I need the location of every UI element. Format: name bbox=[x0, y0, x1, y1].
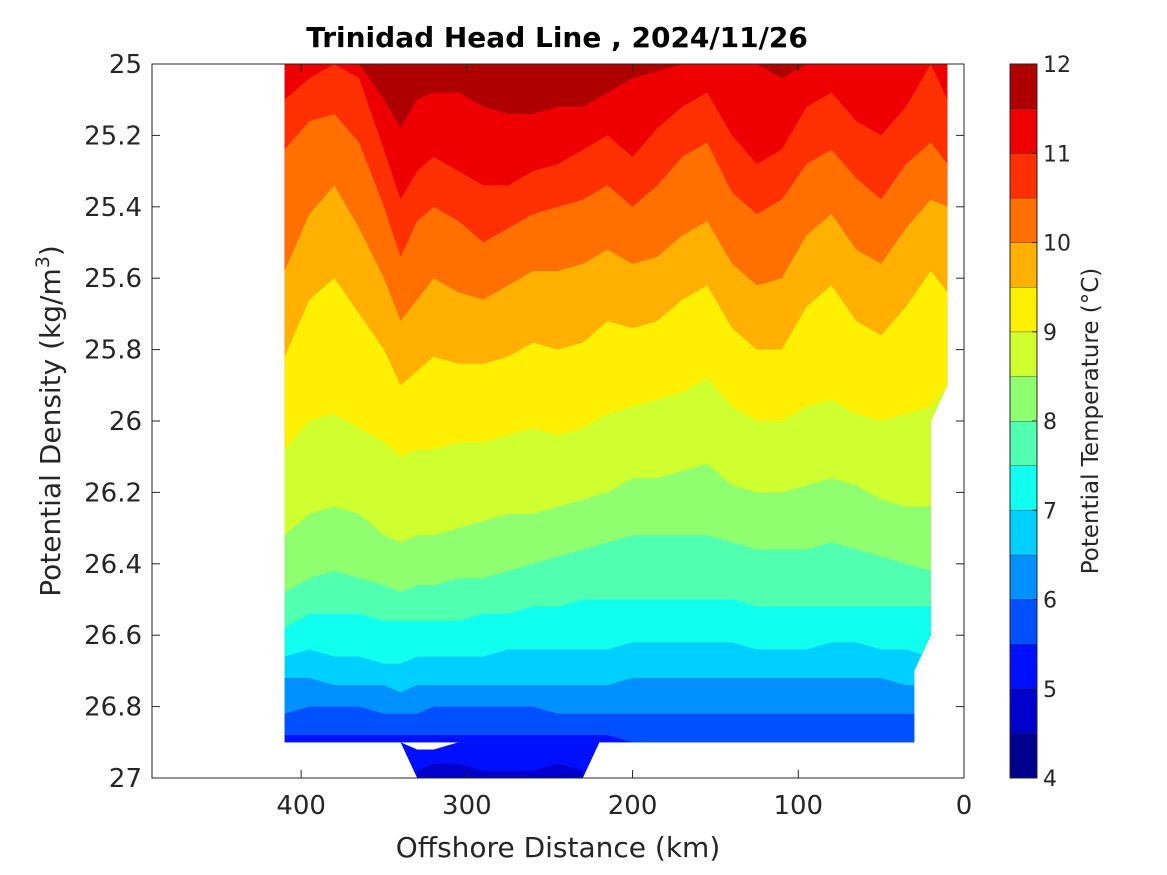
colorbar-segment bbox=[1010, 197, 1037, 243]
colorbar-segment bbox=[1010, 510, 1037, 555]
y-axis-label: Potential Density (kg/m3) bbox=[32, 245, 67, 597]
y-axis-label-close: ) bbox=[34, 245, 67, 256]
x-axis-ticks: 400 300 200 100 0 bbox=[276, 64, 972, 821]
x-axis-label: Offshore Distance (km) bbox=[396, 831, 721, 864]
colorbar-ticks: 4 5 6 7 8 9 10 11 12 bbox=[1032, 53, 1071, 792]
y-tick-label: 26.6 bbox=[84, 621, 142, 651]
y-tick-label: 26.4 bbox=[84, 550, 142, 580]
colorbar-segment bbox=[1010, 331, 1037, 377]
y-axis-ticks: 25 25.2 25.4 25.6 25.8 26 26.2 26.4 26.6 26.8 27 bbox=[84, 50, 964, 794]
y-tick-label: 26 bbox=[109, 407, 142, 437]
colorbar-segment bbox=[1010, 108, 1037, 154]
colorbar-segment bbox=[1010, 421, 1037, 466]
y-axis-label-main: Potential Density (kg/m bbox=[34, 268, 67, 597]
colorbar-segment bbox=[1010, 733, 1037, 778]
x-tick-label: 400 bbox=[276, 791, 326, 821]
colorbar-segment bbox=[1010, 688, 1037, 734]
colorbar-segment bbox=[1010, 153, 1037, 198]
colorbar-segment bbox=[1010, 287, 1037, 332]
colorbar-tick-label: 7 bbox=[1043, 499, 1057, 524]
x-tick-label: 0 bbox=[956, 791, 973, 821]
y-tick-label: 27 bbox=[109, 764, 142, 794]
colorbar-segment bbox=[1010, 376, 1037, 421]
colorbar-label: Potential Temperature (°C) bbox=[1078, 268, 1104, 575]
deep-patch-b bbox=[417, 763, 583, 778]
y-tick-label: 26.2 bbox=[84, 478, 142, 508]
y-tick-label: 25.2 bbox=[84, 121, 142, 151]
colorbar bbox=[1010, 63, 1037, 778]
y-tick-label: 25.6 bbox=[84, 264, 142, 294]
x-tick-label: 100 bbox=[773, 791, 823, 821]
y-tick-label: 25.4 bbox=[84, 193, 142, 223]
colorbar-segment bbox=[1010, 554, 1037, 600]
y-axis-label-sup: 3 bbox=[32, 256, 54, 268]
colorbar-tick-label: 5 bbox=[1043, 678, 1057, 703]
colorbar-segment bbox=[1010, 64, 1037, 109]
colorbar-tick-label: 4 bbox=[1043, 767, 1057, 792]
x-tick-label: 300 bbox=[442, 791, 492, 821]
colorbar-segment bbox=[1010, 599, 1037, 645]
y-tick-label: 25 bbox=[109, 50, 142, 80]
x-tick-label: 200 bbox=[608, 791, 658, 821]
colorbar-tick-label: 6 bbox=[1043, 589, 1057, 614]
band-11 bbox=[284, 706, 948, 743]
colorbar-segment bbox=[1010, 465, 1037, 511]
colorbar-tick-label: 10 bbox=[1043, 232, 1071, 257]
y-tick-label: 26.8 bbox=[84, 693, 142, 723]
colorbar-tick-label: 11 bbox=[1043, 142, 1071, 167]
y-tick-label: 25.8 bbox=[84, 336, 142, 366]
colorbar-tick-label: 12 bbox=[1043, 53, 1071, 78]
colorbar-segment bbox=[1010, 644, 1037, 689]
colorbar-segment bbox=[1010, 242, 1037, 288]
colorbar-tick-label: 8 bbox=[1043, 410, 1057, 435]
plot-area bbox=[284, 64, 948, 778]
colorbar-tick-label: 9 bbox=[1043, 321, 1057, 346]
chart-title: Trinidad Head Line , 2024/11/26 bbox=[306, 21, 808, 54]
